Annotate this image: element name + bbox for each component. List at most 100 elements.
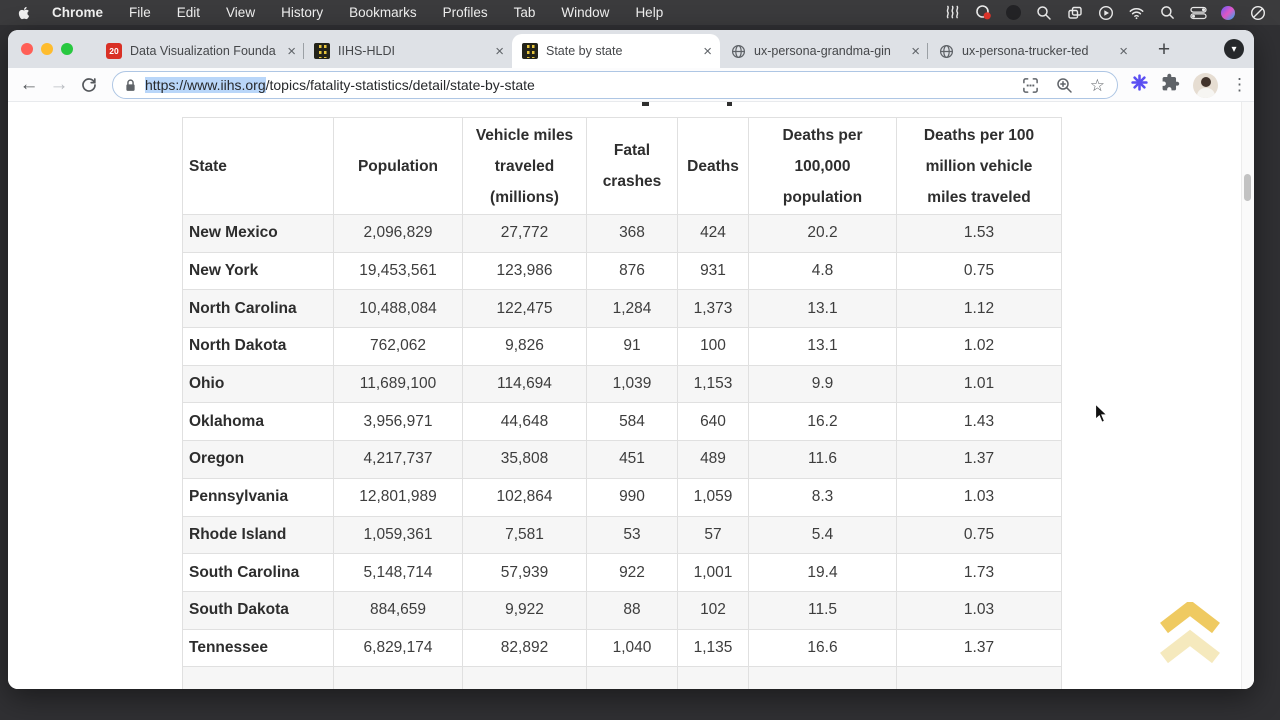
play-circle-icon[interactable] [1097, 4, 1114, 21]
value-cell: 1.01 [896, 364, 1062, 404]
value-cell: 27,772 [462, 214, 587, 253]
value-cell: 1,373 [677, 289, 749, 329]
menubar-item-bookmarks[interactable]: Bookmarks [349, 5, 417, 20]
value-cell: 57,939 [462, 553, 587, 592]
value-cell: 16.2 [748, 402, 897, 442]
menubar-item-file[interactable]: File [129, 5, 151, 20]
url-rest-text: /topics/fatality-statistics/detail/state… [265, 77, 535, 93]
zoom-in-icon[interactable] [1056, 77, 1073, 94]
waves-icon[interactable] [944, 4, 961, 21]
value-cell: 489 [677, 440, 749, 479]
state-cell: Oregon [182, 440, 334, 479]
value-cell: 451 [586, 440, 678, 479]
column-header-deaths-per: Deaths per 100,000 population [748, 117, 897, 215]
new-tab-button[interactable]: + [1157, 38, 1171, 61]
menubar-item-tab[interactable]: Tab [513, 5, 536, 20]
value-cell: 424 [677, 214, 749, 253]
table-row-rhode-island: Rhode Island 1,059,361 7,581 53 57 5.4 0.75 [182, 515, 1062, 555]
menubar-item-profiles[interactable]: Profiles [442, 5, 488, 20]
menubar-item-edit[interactable]: Edit [176, 5, 201, 20]
reload-button[interactable] [74, 70, 104, 100]
tab-ux-persona-grandma-gin[interactable]: ux-persona-grandma-gin × [720, 34, 928, 68]
tab-state-by-state[interactable]: State by state × [512, 34, 720, 68]
value-cell: 102 [677, 590, 749, 630]
extension-starburst-icon[interactable] [1131, 74, 1148, 96]
zoom-loupe-icon[interactable] [1035, 4, 1052, 21]
tab-close-button[interactable]: × [911, 42, 920, 60]
windows-stack-icon[interactable] [1066, 4, 1083, 21]
scrollbar-thumb[interactable] [1244, 174, 1251, 201]
minimize-window-button[interactable] [41, 43, 53, 55]
tab-close-button[interactable]: × [287, 42, 296, 60]
share-scan-icon[interactable] [1022, 77, 1039, 94]
address-bar[interactable]: https://www.iihs.org/topics/fatality-sta… [112, 71, 1118, 99]
extensions-puzzle-icon[interactable] [1161, 73, 1180, 97]
table-row-north-dakota: North Dakota 762,062 9,826 91 100 13.1 1.02 [182, 327, 1062, 366]
value-cell: 11,689,100 [333, 364, 463, 404]
window-controls [21, 43, 73, 55]
value-cell: 6,829,174 [333, 628, 463, 668]
value-cell: 1,135 [677, 628, 749, 668]
menubar-app-name[interactable]: Chrome [52, 5, 104, 20]
state-cell: North Carolina [182, 289, 334, 329]
value-cell: 876 [586, 251, 678, 291]
back-to-top-button[interactable] [1158, 599, 1222, 664]
value-cell: 13.1 [748, 289, 897, 329]
creative-cloud-badge-icon[interactable] [975, 4, 992, 21]
value-cell: 1,153 [677, 364, 749, 404]
value-cell: 4.8 [748, 251, 897, 291]
value-cell [586, 666, 678, 689]
value-cell: 3,956,971 [333, 402, 463, 442]
do-not-disturb-icon[interactable] [1249, 4, 1266, 21]
tab-iihs-hldi[interactable]: IIHS-HLDI × [304, 34, 512, 68]
tab-title: ux-persona-grandma-gin [754, 44, 891, 58]
value-cell: 11.5 [748, 590, 897, 630]
state-cell: Oklahoma [182, 402, 334, 442]
iihs-road-favicon-icon [522, 43, 538, 59]
color-app-icon[interactable] [1221, 5, 1235, 20]
table-row-oklahoma: Oklahoma 3,956,971 44,648 584 640 16.2 1.43 [182, 402, 1062, 442]
bookmark-star-icon[interactable]: ☆ [1089, 75, 1105, 95]
browser-menu-icon[interactable]: ⋮ [1231, 75, 1248, 94]
menubar-item-help[interactable]: Help [635, 5, 664, 20]
tab-close-button[interactable]: × [1119, 42, 1128, 60]
value-cell: 1.73 [896, 553, 1062, 592]
value-cell: 88 [586, 590, 678, 630]
tab-data-visualization-founda[interactable]: 20 Data Visualization Founda × [96, 34, 304, 68]
tab-close-button[interactable]: × [703, 42, 712, 60]
value-cell [462, 666, 587, 689]
switches-icon[interactable] [1190, 4, 1207, 21]
lock-icon[interactable] [125, 78, 136, 92]
fullscreen-window-button[interactable] [61, 43, 73, 55]
column-header-population: Population [333, 117, 463, 215]
tab-title: ux-persona-trucker-ted [962, 44, 1089, 58]
app-dot-icon[interactable] [1006, 5, 1021, 20]
forward-button[interactable]: → [49, 73, 69, 95]
value-cell: 53 [586, 515, 678, 555]
value-cell: 2,096,829 [333, 214, 463, 253]
column-header-state: State [182, 117, 334, 215]
apple-menu-icon[interactable] [18, 6, 30, 20]
value-cell: 13.1 [748, 327, 897, 366]
tab-close-button[interactable]: × [495, 42, 504, 60]
tab-title: State by state [546, 44, 623, 58]
menubar-item-window[interactable]: Window [561, 5, 610, 20]
page-viewport: State Population Vehicle miles traveled (m… [8, 102, 1254, 689]
value-cell: 91 [586, 327, 678, 366]
menubar-item-view[interactable]: View [226, 5, 256, 20]
url-selected-text: https://www.iihs.org [145, 77, 266, 93]
wifi-icon[interactable] [1128, 4, 1145, 21]
omnibox-action-icons: ☆ [1022, 77, 1105, 94]
column-header-deaths: Deaths [677, 117, 749, 215]
tab-search-menu-button[interactable]: ▾ [1224, 39, 1244, 59]
back-button[interactable]: ← [19, 73, 39, 95]
state-cell: Tennessee [182, 628, 334, 668]
value-cell: 0.75 [896, 251, 1062, 291]
value-cell: 0.75 [896, 515, 1062, 555]
close-window-button[interactable] [21, 43, 33, 55]
menubar-item-history[interactable]: History [281, 5, 324, 20]
profile-avatar[interactable] [1193, 72, 1218, 98]
spotlight-search-icon[interactable] [1159, 4, 1176, 21]
scrollbar-track[interactable] [1241, 102, 1254, 689]
tab-ux-persona-trucker-ted[interactable]: ux-persona-trucker-ted × [928, 34, 1136, 68]
